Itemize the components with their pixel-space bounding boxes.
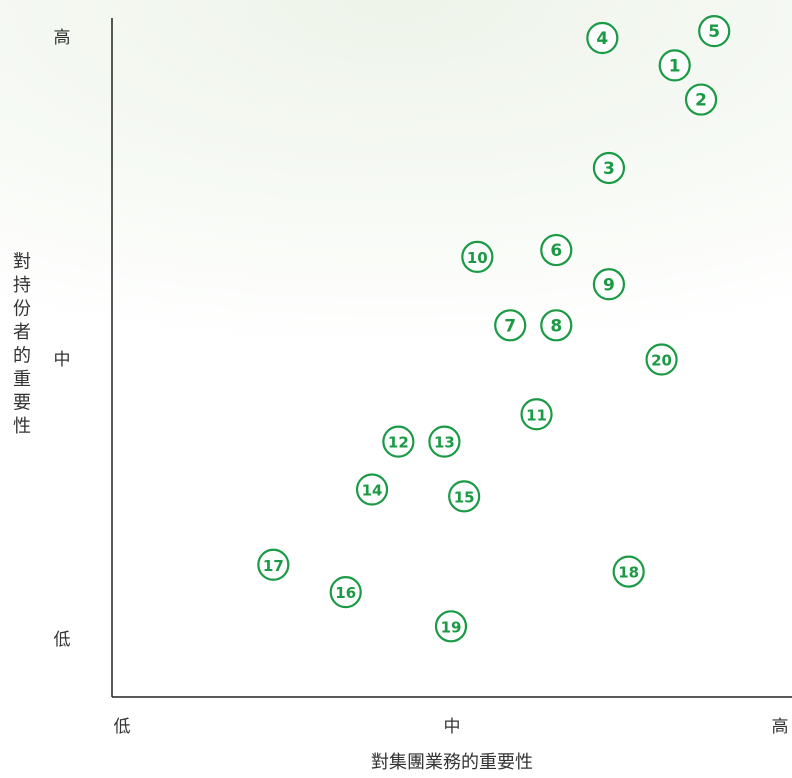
- data-point-14: 14: [355, 473, 389, 506]
- data-point-15: 15: [448, 480, 481, 513]
- data-point-17: 17: [257, 548, 290, 581]
- data-point-4: 4: [586, 21, 619, 55]
- data-point-20: 20: [645, 343, 678, 376]
- data-point-label: 8: [550, 316, 562, 336]
- x-axis-title: 對集團業務的重要性: [371, 752, 533, 773]
- data-point-marker: [658, 49, 691, 82]
- data-point-marker: [448, 480, 481, 513]
- data-point-label: 17: [263, 557, 284, 575]
- y-axis-title-char: 者: [13, 322, 31, 343]
- data-point-label: 15: [454, 488, 475, 506]
- y-axis-title-char: 份: [13, 299, 31, 320]
- y-tick-label: 中: [54, 350, 71, 370]
- data-point-1: 1: [658, 49, 691, 82]
- data-point-label: 7: [504, 316, 516, 336]
- data-point-16: 16: [329, 576, 362, 609]
- data-point-marker: [461, 240, 494, 274]
- data-point-marker: [434, 610, 468, 643]
- data-point-marker: [257, 548, 290, 581]
- y-axis-title-char: 持: [13, 275, 31, 296]
- data-point-11: 11: [520, 398, 553, 431]
- x-tick-label: 中: [444, 717, 461, 737]
- data-point-marker: [540, 309, 573, 342]
- data-point-18: 18: [612, 555, 645, 588]
- data-point-label: 11: [526, 406, 547, 424]
- data-point-label: 10: [467, 249, 488, 267]
- y-axis-title-char: 重: [13, 369, 31, 390]
- y-axis-title-char: 要: [13, 393, 31, 414]
- data-point-marker: [329, 576, 362, 609]
- data-point-label: 12: [388, 434, 409, 452]
- y-axis-title-char: 的: [13, 346, 31, 367]
- x-tick-label: 低: [114, 717, 131, 737]
- data-point-marker: [520, 398, 553, 431]
- data-point-3: 3: [592, 151, 626, 185]
- data-point-marker: [355, 473, 389, 506]
- data-point-label: 1: [669, 56, 681, 76]
- y-tick-label: 高: [54, 28, 71, 48]
- data-point-label: 2: [695, 91, 707, 111]
- data-point-label: 19: [441, 618, 462, 636]
- y-axis-title-char: 對: [13, 252, 31, 273]
- x-tick-label: 高: [772, 717, 789, 737]
- data-point-label: 3: [603, 159, 615, 179]
- data-point-marker: [612, 555, 645, 588]
- y-axis-title-char: 性: [13, 416, 31, 437]
- x-axis-ticks: 低中高: [114, 717, 789, 737]
- data-point-9: 9: [592, 268, 626, 301]
- y-tick-label: 低: [54, 630, 71, 650]
- data-point-marker: [382, 425, 415, 458]
- data-point-label: 14: [362, 482, 383, 500]
- data-point-marker: [645, 343, 678, 376]
- data-point-label: 9: [603, 275, 615, 295]
- data-point-10: 10: [461, 240, 494, 274]
- data-point-label: 6: [550, 241, 562, 261]
- data-point-marker: [494, 309, 527, 342]
- data-point-marker: [684, 83, 718, 116]
- data-point-marker: [428, 425, 461, 458]
- data-point-label: 16: [335, 584, 356, 602]
- data-point-label: 4: [596, 29, 608, 49]
- data-point-label: 18: [618, 564, 639, 582]
- data-point-7: 7: [494, 309, 527, 342]
- y-axis-ticks: 低中高: [54, 28, 71, 650]
- data-point-label: 13: [434, 434, 455, 452]
- data-point-2: 2: [684, 83, 718, 116]
- data-point-marker: [592, 268, 626, 301]
- data-point-19: 19: [434, 610, 468, 643]
- data-point-marker: [592, 151, 626, 185]
- data-point-label: 20: [651, 352, 672, 370]
- data-point-label: 5: [708, 22, 720, 42]
- data-point-marker: [586, 21, 619, 55]
- data-point-marker: [540, 233, 573, 267]
- data-point-12: 12: [382, 425, 415, 458]
- data-point-13: 13: [428, 425, 461, 458]
- data-point-marker: [698, 15, 731, 48]
- data-point-5: 5: [698, 15, 731, 48]
- data-point-8: 8: [540, 309, 573, 342]
- data-point-6: 6: [540, 233, 573, 267]
